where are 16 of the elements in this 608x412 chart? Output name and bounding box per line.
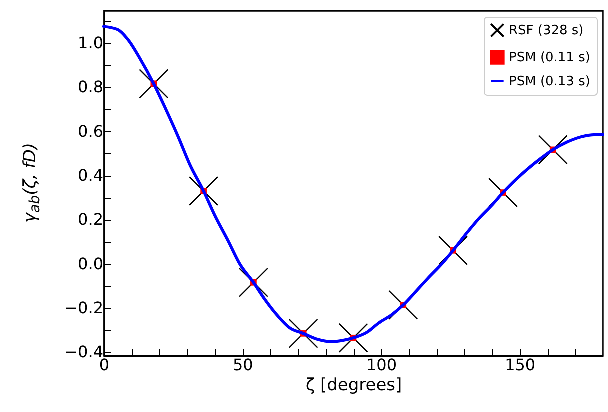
x-tick-label: 150 <box>505 356 536 374</box>
y-tick-label: 0.4 <box>78 166 104 186</box>
x-tick-label: 50 <box>232 356 254 374</box>
point <box>488 178 518 208</box>
legend-label: PSM (0.13 s) <box>509 74 590 90</box>
x-axis-title: ζ [degrees] <box>306 376 402 396</box>
y-tick-label: 0.6 <box>78 122 104 141</box>
legend-label: RSF (328 s) <box>509 24 584 38</box>
x-tick-label: 100 <box>366 356 397 374</box>
x-tick-label: 0 <box>99 356 110 374</box>
y-tick-label: −0.2 <box>64 298 104 318</box>
y-tick-label: 1.0 <box>78 34 104 53</box>
y-tick-label: 0.0 <box>78 254 104 274</box>
y-tick-label: 0.8 <box>78 78 104 97</box>
y-tick-label: 0.2 <box>78 210 104 230</box>
legend-label: PSM (0.11 s) <box>509 50 590 66</box>
